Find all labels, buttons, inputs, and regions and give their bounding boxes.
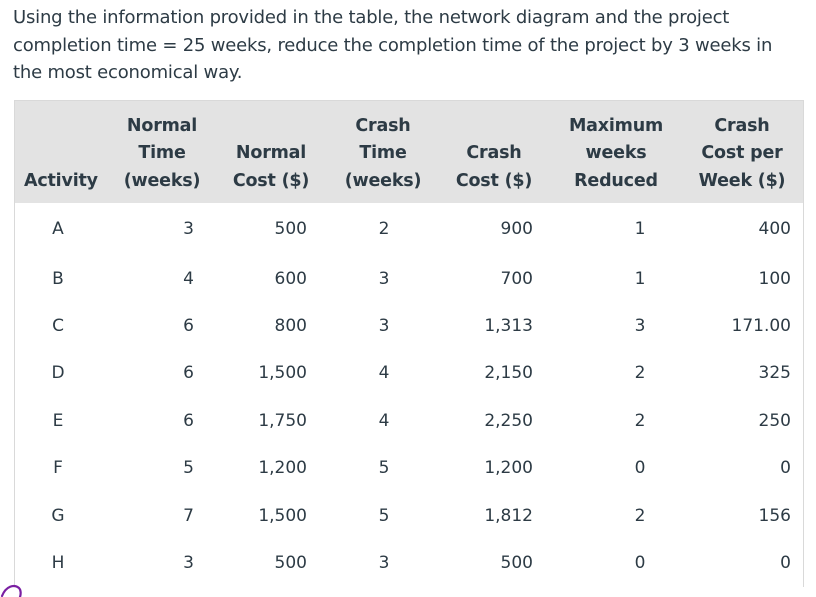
cell-normal-time: 4 — [183, 268, 194, 289]
cell-crash-cost-per-week: 325 — [758, 363, 791, 384]
ink-mark — [0, 585, 22, 597]
cell-crash-time: 5 — [378, 458, 390, 479]
cell-activity: A — [52, 219, 64, 239]
cell-max-weeks-reduced: 3 — [634, 316, 646, 337]
cell-max-weeks-reduced: 1 — [634, 268, 646, 289]
cell-activity: G — [51, 505, 65, 526]
cell-crash-time: 3 — [378, 316, 390, 337]
table-row: D 6 1,500 4 2,150 2 325 — [15, 350, 803, 397]
header-normal-cost: Normal Cost ($) — [232, 143, 310, 191]
cell-normal-cost: 1,200 — [258, 458, 307, 479]
cell-normal-cost: 800 — [274, 316, 307, 337]
cell-max-weeks-reduced: 0 — [634, 458, 646, 479]
cell-crash-cost: 1,200 — [484, 458, 533, 479]
cell-crash-time: 4 — [378, 363, 390, 384]
cell-crash-cost-per-week: 400 — [758, 219, 791, 239]
cell-normal-cost: 500 — [274, 219, 307, 239]
header-max-weeks-reduced: Maximum weeks Reduced — [568, 115, 664, 191]
table-row: F 5 1,200 5 1,200 0 0 — [15, 445, 803, 492]
cell-crash-time: 2 — [378, 219, 390, 239]
cell-crash-cost-per-week: 100 — [758, 268, 791, 289]
cell-activity: D — [51, 363, 65, 384]
cell-crash-time: 4 — [378, 410, 390, 431]
cell-activity: H — [51, 553, 65, 574]
cell-normal-cost: 1,500 — [258, 505, 307, 526]
cell-crash-cost: 1,812 — [484, 505, 533, 526]
table-row: B 4 600 3 700 1 100 — [15, 255, 803, 302]
cell-normal-time: 6 — [183, 410, 194, 431]
cell-crash-cost-per-week: 0 — [780, 458, 791, 479]
cell-normal-cost: 1,750 — [258, 410, 307, 431]
cell-normal-time: 7 — [183, 505, 194, 526]
cell-crash-cost-per-week: 171.00 — [731, 316, 791, 337]
cell-crash-cost: 2,250 — [484, 410, 533, 431]
cell-crash-time: 3 — [378, 268, 390, 289]
header-activity: Activity — [24, 170, 98, 191]
cell-normal-cost: 500 — [274, 553, 307, 574]
table-row: A 3 500 2 900 1 400 — [15, 203, 803, 255]
cell-max-weeks-reduced: 0 — [634, 553, 646, 574]
cell-crash-cost: 500 — [500, 553, 533, 574]
cell-normal-time: 3 — [183, 553, 194, 574]
question-text: Using the information provided in the ta… — [13, 7, 773, 83]
header-crash-time: Crash Time (weeks) — [344, 115, 422, 191]
cell-crash-time: 3 — [378, 553, 390, 574]
table-header-row: Activity Normal Time (weeks) Normal Cost… — [15, 101, 803, 203]
cell-normal-cost: 600 — [274, 268, 307, 289]
table-row: H 3 500 3 500 0 0 — [15, 539, 803, 586]
cell-normal-time: 6 — [183, 316, 194, 337]
cell-normal-cost: 1,500 — [258, 363, 307, 384]
cell-max-weeks-reduced: 2 — [634, 410, 646, 431]
cell-max-weeks-reduced: 2 — [634, 505, 646, 526]
cell-crash-cost: 2,150 — [484, 363, 533, 384]
header-crash-cost: Crash Cost ($) — [455, 143, 533, 191]
cell-crash-cost-per-week: 156 — [758, 505, 791, 526]
cell-activity: B — [52, 268, 64, 289]
table-row: C 6 800 3 1,313 3 171.00 — [15, 302, 803, 349]
cell-normal-time: 3 — [183, 219, 194, 239]
cell-activity: C — [52, 316, 64, 337]
cell-normal-time: 6 — [183, 363, 194, 384]
table-row: E 6 1,750 4 2,250 2 250 — [15, 397, 803, 444]
header-crash-cost-per-week: Crash Cost per Week ($) — [698, 115, 786, 191]
cell-normal-time: 5 — [183, 458, 194, 479]
cell-activity: E — [52, 410, 64, 431]
header-normal-time: Normal Time (weeks) — [123, 115, 201, 191]
cell-max-weeks-reduced: 2 — [634, 363, 646, 384]
cell-crash-time: 5 — [378, 505, 390, 526]
cell-crash-cost-per-week: 0 — [780, 553, 791, 574]
cell-max-weeks-reduced: 1 — [634, 219, 646, 239]
cell-crash-cost: 900 — [500, 219, 533, 239]
cell-activity: F — [53, 458, 63, 479]
cell-crash-cost: 1,313 — [484, 316, 533, 337]
crash-data-table: Activity Normal Time (weeks) Normal Cost… — [14, 100, 804, 587]
cell-crash-cost-per-week: 250 — [758, 410, 791, 431]
cell-crash-cost: 700 — [500, 268, 533, 289]
table-row: G 7 1,500 5 1,812 2 156 — [15, 492, 803, 539]
